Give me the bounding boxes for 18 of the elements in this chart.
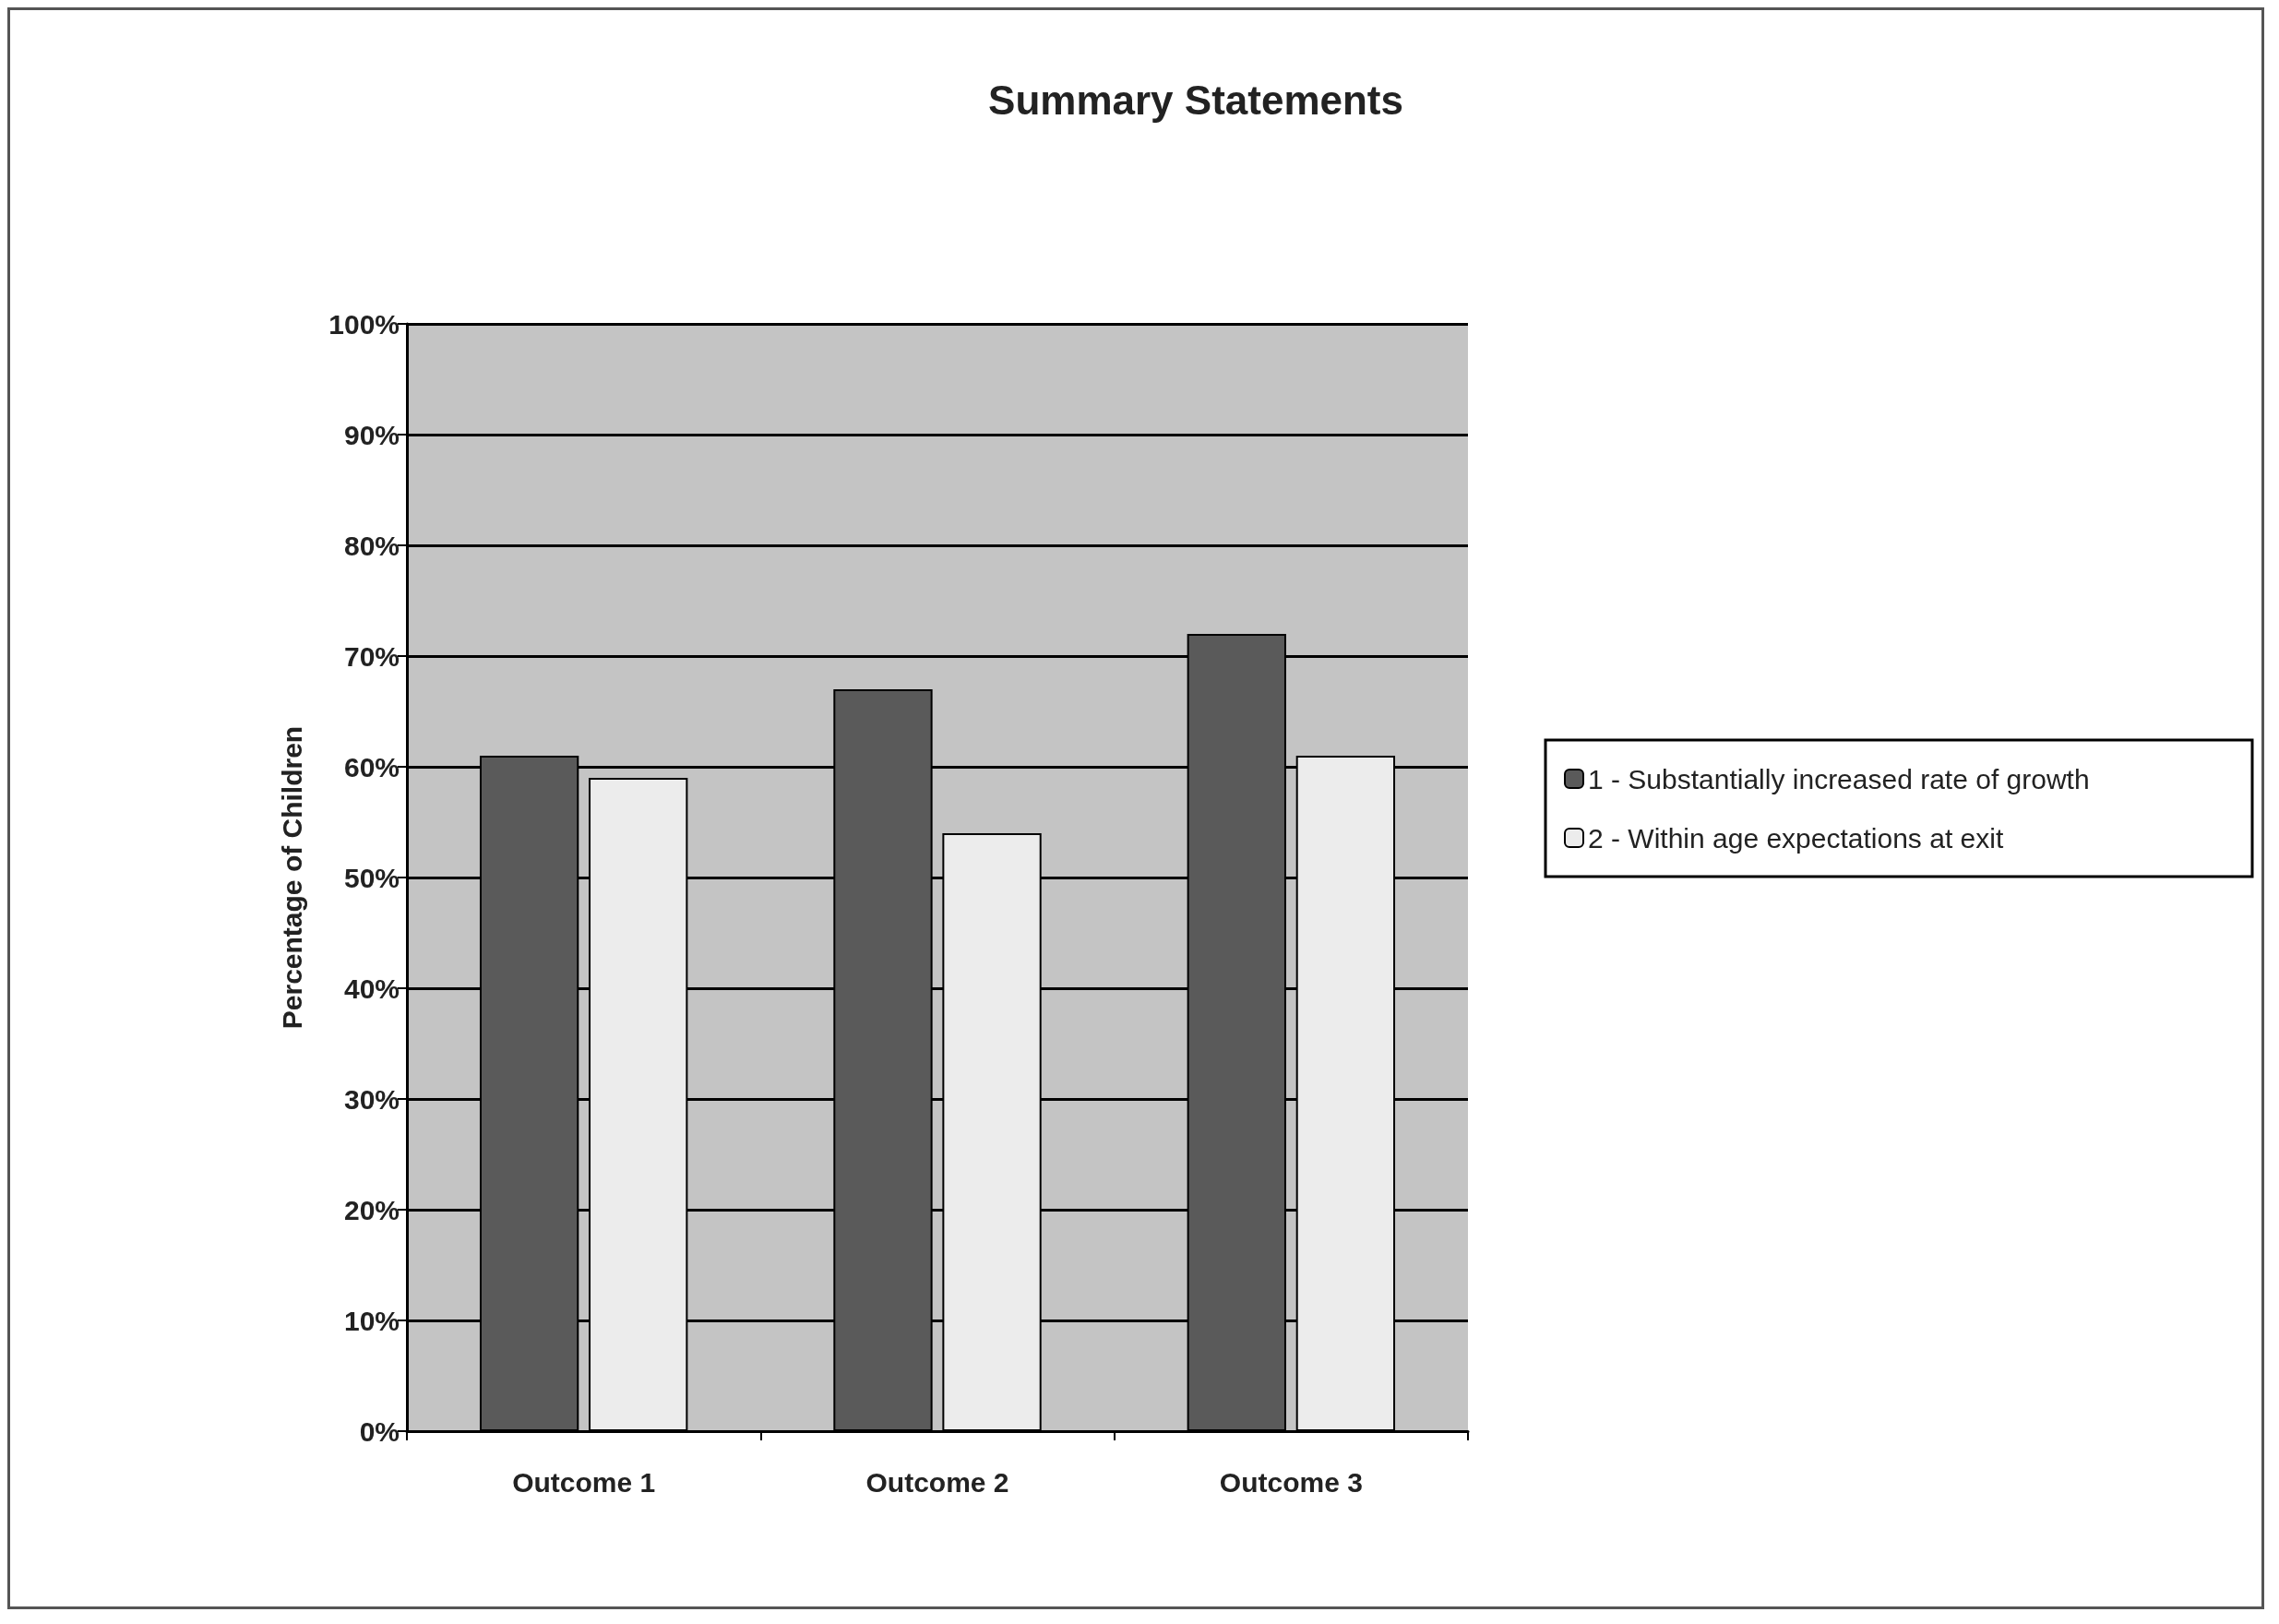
y-axis-title: Percentage of Children [276, 725, 307, 1030]
y-tick-label: 80% [343, 530, 400, 561]
legend-label: 2 - Within age expectations at exit [1588, 822, 2004, 854]
y-tick-label: 40% [343, 973, 400, 1004]
y-tick-label: 70% [343, 640, 400, 672]
legend-label: 1 - Substantially increased rate of growth [1588, 763, 2090, 794]
x-tick-label: Outcome 3 [1219, 1466, 1363, 1498]
y-tick-label: 60% [343, 751, 400, 782]
y-tick-label: 50% [343, 862, 400, 893]
y-tick-label: 0% [359, 1415, 400, 1447]
chart-title: Summary Statements [988, 77, 1403, 123]
y-tick-label: 90% [343, 419, 400, 450]
x-tick-label: Outcome 2 [865, 1466, 1009, 1498]
x-tick-label: Outcome 1 [512, 1466, 656, 1498]
y-tick-label: 100% [328, 308, 400, 340]
y-tick-label: 30% [343, 1083, 400, 1115]
y-tick-label: 10% [343, 1305, 400, 1336]
y-tick-label: 20% [343, 1194, 400, 1225]
